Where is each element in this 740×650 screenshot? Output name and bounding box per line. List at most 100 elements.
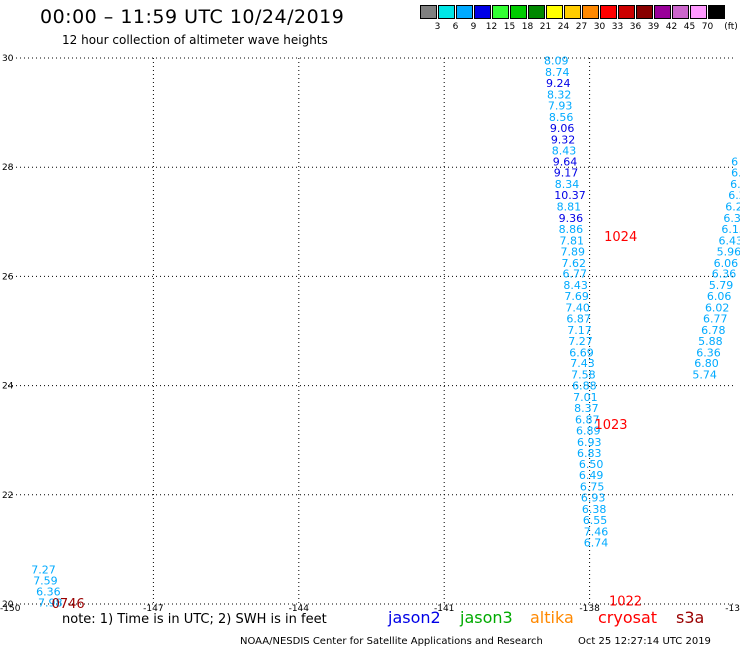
wave-height-value: 6.93 (577, 436, 602, 449)
wave-height-value: 5.79 (709, 279, 734, 292)
pass-time-label: 1023 (594, 418, 627, 433)
color-swatch (438, 5, 455, 19)
wave-height-value: 6. (730, 178, 740, 191)
lon-tick-label: -141 (434, 604, 454, 612)
wave-height-value: 8.32 (547, 89, 572, 102)
color-swatch-label: 12 (485, 22, 498, 32)
color-swatch-label: 45 (683, 22, 696, 32)
color-swatch (636, 5, 653, 19)
legend-jason3: jason3 (460, 608, 513, 627)
color-swatch-label: 33 (611, 22, 624, 32)
color-swatch (546, 5, 563, 19)
color-swatch (420, 5, 437, 19)
color-swatch (510, 5, 527, 19)
lon-tick-label: -138 (579, 604, 600, 612)
wave-height-value: 7.62 (561, 257, 586, 270)
wave-height-value: 9.36 (559, 212, 584, 225)
wave-height-value: 7.27 (568, 335, 593, 348)
wave-height-value: 6.36 (36, 585, 61, 598)
lat-tick-label: 28 (2, 163, 14, 173)
wave-height-value: 7.43 (570, 357, 595, 370)
wave-height-value: 7.27 (31, 564, 56, 577)
wave-height-value: 6.69 (569, 346, 594, 359)
wave-height-value: 9.17 (554, 167, 579, 180)
color-swatch-label: 6 (452, 22, 459, 32)
wave-height-value: 7.89 (561, 245, 586, 258)
wave-height-value: 6.43 (719, 234, 740, 247)
wave-height-value: 6.38 (582, 503, 607, 516)
wave-height-value: 6.83 (577, 447, 602, 460)
color-swatch (474, 5, 491, 19)
wave-height-value: 6.06 (707, 290, 732, 303)
pass-time-label: 1024 (604, 230, 637, 245)
wave-height-value: 7.40 (565, 302, 590, 315)
lat-tick-label: 26 (2, 272, 14, 282)
color-swatch-label: 21 (539, 22, 552, 32)
color-swatch-label: 9 (470, 22, 477, 32)
wave-height-value: 6.80 (694, 357, 719, 370)
wave-height-value: 6.89 (576, 424, 601, 437)
color-scale-unit: (ft) (724, 22, 738, 32)
wave-height-value: 6.2 (725, 201, 740, 214)
color-swatch-label: 39 (647, 22, 660, 32)
color-swatch (690, 5, 707, 19)
wave-height-value: 7.46 (584, 525, 609, 538)
wave-height-value: 6.36 (696, 346, 721, 359)
legend-jason2: jason2 (388, 608, 441, 627)
legend-cryosat: cryosat (598, 608, 658, 627)
wave-height-value: 8.81 (557, 201, 582, 214)
wave-height-value: 6.38 (723, 212, 740, 225)
color-swatch-label: 3 (434, 22, 441, 32)
wave-height-value: 7.93 (548, 100, 573, 113)
wave-height-value: 7.98 (38, 596, 63, 609)
wave-height-value: 7.01 (573, 391, 598, 404)
wave-height-value: 8.86 (559, 223, 584, 236)
wave-height-value: 8.34 (555, 178, 580, 191)
wave-height-value: 6.75 (580, 481, 605, 494)
wave-height-value: 6.87 (566, 312, 591, 325)
legend-altika: altika (530, 608, 574, 627)
color-swatch (654, 5, 671, 19)
wave-height-value: 9.24 (546, 77, 571, 90)
wave-height-value: 8.74 (545, 66, 570, 79)
pass-time-label: 1022 (609, 594, 642, 609)
lat-tick-label: 30 (2, 54, 14, 64)
wave-height-value: 7.58 (571, 369, 596, 382)
wave-height-value: 6.74 (584, 536, 609, 549)
wave-height-value: 6.87 (575, 413, 600, 426)
wave-height-value: 7.81 (560, 234, 585, 247)
color-swatch (582, 5, 599, 19)
wave-height-value: 6. (731, 167, 740, 180)
footer-credit: NOAA/NESDIS Center for Satellite Applica… (240, 636, 543, 647)
color-swatch-label: 24 (557, 22, 570, 32)
lat-tick-label: 24 (2, 382, 14, 392)
wave-height-value: 5.96 (717, 245, 740, 258)
wave-height-value: 6.02 (705, 302, 730, 315)
wave-height-value: 6.93 (581, 492, 606, 505)
color-swatch-label: 15 (503, 22, 516, 32)
wave-height-value: 6.77 (703, 312, 728, 325)
wave-height-value: 6.49 (579, 469, 604, 482)
footer-timestamp: Oct 25 12:27:14 UTC 2019 (578, 636, 711, 647)
color-swatch-label: 36 (629, 22, 642, 32)
note-text: note: 1) Time is in UTC; 2) SWH is in fe… (62, 612, 327, 627)
wave-height-value: 8.37 (574, 402, 599, 415)
wave-height-value: 6.77 (562, 268, 587, 281)
wave-height-value: 10.37 (554, 189, 586, 202)
wave-height-value: 6.55 (583, 514, 608, 527)
wave-height-value: 7.59 (33, 575, 58, 588)
page-subtitle: 12 hour collection of altimeter wave hei… (62, 33, 328, 47)
wave-height-value: 6.2 (728, 189, 740, 202)
color-swatch-label: 42 (665, 22, 678, 32)
wave-height-value: 7.17 (567, 324, 592, 337)
color-swatch (708, 5, 725, 19)
legend-s3a: s3a (676, 608, 705, 627)
wave-height-value: 8.43 (563, 279, 588, 292)
lon-tick-label: -147 (143, 604, 163, 612)
wave-height-value: 6.15 (721, 223, 740, 236)
wave-height-value: 9.32 (551, 133, 576, 146)
page-title: 00:00 – 11:59 UTC 10/24/2019 (40, 6, 345, 28)
color-swatch-label: 18 (521, 22, 534, 32)
wave-height-value: 8.09 (544, 55, 569, 68)
